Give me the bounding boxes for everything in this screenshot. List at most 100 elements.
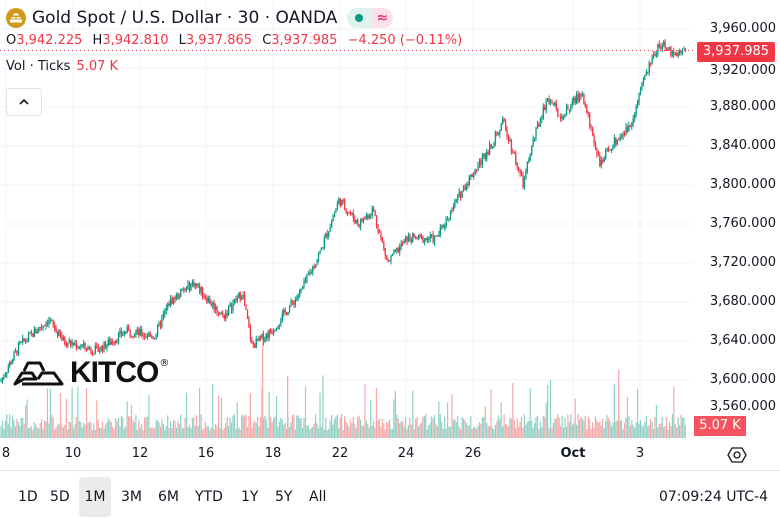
volume-bar <box>42 428 44 438</box>
range-button-1m[interactable]: 1M <box>79 477 111 517</box>
volume-bar <box>199 387 201 438</box>
candle-body <box>399 246 401 253</box>
volume-bar <box>491 427 494 438</box>
candle-body <box>445 218 447 226</box>
candle-body <box>326 233 328 237</box>
volume-bar <box>375 387 378 438</box>
volume-bar <box>27 428 30 438</box>
volume-label[interactable]: Vol · Ticks <box>6 59 71 74</box>
candle-body <box>87 347 89 351</box>
range-button-1y[interactable]: 1Y <box>241 489 259 505</box>
volume-bar <box>154 428 156 438</box>
volume-bar <box>574 398 576 438</box>
candle-body <box>322 247 324 249</box>
volume-bar <box>657 427 659 438</box>
volume-bar <box>580 416 582 438</box>
volume-bar <box>378 418 380 438</box>
candle-body <box>568 109 571 111</box>
range-button-3m[interactable]: 3M <box>121 489 142 505</box>
volume-bar <box>264 415 266 438</box>
price-axis-label: 3,680.000 <box>709 294 776 309</box>
candle-body <box>671 51 674 56</box>
candle-body <box>181 288 183 290</box>
range-button-1d[interactable]: 1D <box>18 489 38 505</box>
candle-body <box>273 331 275 334</box>
candle-body <box>554 102 556 106</box>
volume-bar <box>142 430 144 438</box>
volume-bar <box>12 415 14 438</box>
candle-body <box>135 332 137 336</box>
market-status-pill[interactable]: ≈ <box>347 8 394 28</box>
candle-body <box>232 303 234 311</box>
volume-bar <box>400 421 402 438</box>
candle-body <box>426 238 428 240</box>
volume-bar <box>368 427 370 438</box>
candle-body <box>254 344 256 348</box>
volume-bar <box>103 428 105 438</box>
candle-body <box>168 303 170 306</box>
volume-bar <box>544 416 546 438</box>
volume-bar <box>113 428 115 438</box>
volume-bar <box>1 420 4 438</box>
range-button-all[interactable]: All <box>309 489 327 505</box>
volume-bar <box>365 420 367 438</box>
candle-body <box>275 329 278 331</box>
clock[interactable]: 07:09:24 UTC-4 <box>658 489 768 505</box>
candle-body <box>365 215 368 219</box>
volume-bar <box>525 424 527 438</box>
candle-body <box>172 297 175 304</box>
volume-bar <box>637 388 639 438</box>
candle-body <box>300 288 302 291</box>
volume-bar <box>151 427 153 438</box>
chevron-up-icon <box>19 98 29 105</box>
candle-body <box>557 108 559 116</box>
candle-body <box>612 145 614 150</box>
volume-bar <box>536 415 539 438</box>
volume-bar <box>228 426 230 438</box>
candle-body <box>281 313 283 322</box>
volume-bar <box>377 420 379 438</box>
volume-bar <box>389 419 391 438</box>
candle-body <box>645 71 647 76</box>
volume-value: 5.07 K <box>76 59 119 74</box>
volume-bar <box>93 423 95 438</box>
candle-body <box>213 302 215 311</box>
candle-body <box>128 326 130 330</box>
price-chart[interactable] <box>0 0 780 470</box>
volume-bar <box>233 414 235 438</box>
range-button-6m[interactable]: 6M <box>158 489 179 505</box>
symbol-title[interactable]: Gold Spot / U.S. Dollar · 30 · OANDA <box>32 8 338 28</box>
candle-body <box>302 286 304 289</box>
volume-bar <box>281 419 283 438</box>
volume-bar <box>207 426 209 438</box>
candle-body <box>346 212 349 214</box>
volume-bar <box>381 418 383 438</box>
volume-bar <box>515 428 517 438</box>
candle-body <box>460 191 462 198</box>
candles <box>0 39 687 384</box>
candle-body <box>664 42 666 48</box>
volume-bar <box>223 428 225 438</box>
candle-body <box>593 134 595 143</box>
candle-body <box>613 137 616 146</box>
range-button-ytd[interactable]: YTD <box>195 489 223 505</box>
volume-bar <box>457 415 459 438</box>
candle-body <box>339 198 341 206</box>
candle-body <box>348 212 350 214</box>
volume-bar <box>397 418 399 438</box>
candle-body <box>404 236 407 240</box>
volume-bar <box>290 422 292 438</box>
volume-bar <box>51 414 53 438</box>
collapse-legend-button[interactable] <box>6 88 42 116</box>
candle-body <box>581 94 584 96</box>
volume-bar <box>464 420 466 438</box>
candle-body <box>542 107 544 119</box>
range-button-5d[interactable]: 5D <box>50 489 70 505</box>
candle-body <box>71 342 73 345</box>
range-button-5y[interactable]: 5Y <box>275 489 293 505</box>
volume-bar <box>238 427 240 438</box>
volume-bar <box>273 418 275 438</box>
candle-body <box>448 218 450 220</box>
volume-bar <box>219 427 221 438</box>
settings-hex-icon[interactable] <box>727 445 747 465</box>
